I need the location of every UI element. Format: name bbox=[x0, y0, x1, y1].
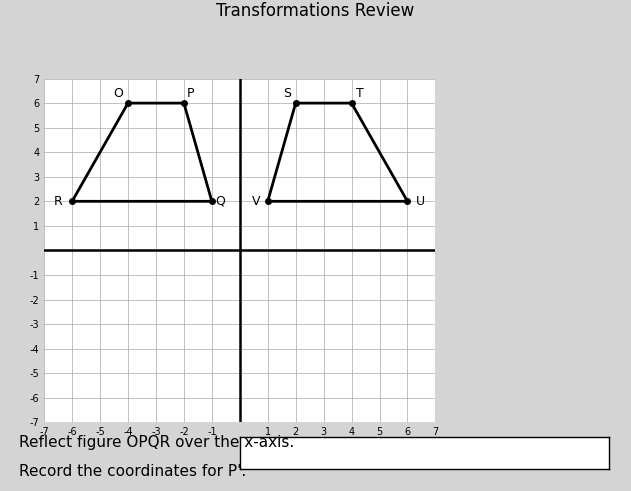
Text: U: U bbox=[415, 195, 425, 208]
Text: V: V bbox=[252, 195, 261, 208]
Text: R: R bbox=[54, 195, 62, 208]
Text: Record the coordinates for P'.: Record the coordinates for P'. bbox=[19, 464, 246, 479]
Text: Reflect figure OPQR over the x-axis.: Reflect figure OPQR over the x-axis. bbox=[19, 435, 294, 450]
Text: Q: Q bbox=[215, 195, 225, 208]
Text: O: O bbox=[114, 87, 123, 100]
Text: Transformations Review: Transformations Review bbox=[216, 2, 415, 21]
Text: T: T bbox=[356, 87, 364, 100]
Text: P: P bbox=[187, 87, 194, 100]
Text: S: S bbox=[283, 87, 292, 100]
